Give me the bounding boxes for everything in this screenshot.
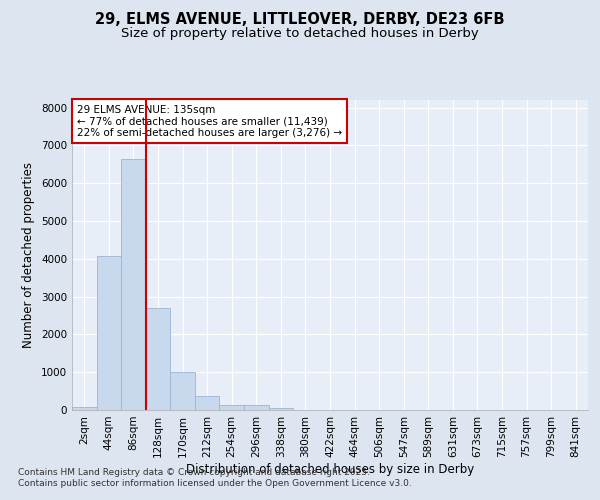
Bar [146,308,170,410]
Bar [244,406,269,410]
Bar [72,408,97,410]
Text: 29 ELMS AVENUE: 135sqm
← 77% of detached houses are smaller (11,439)
22% of semi: 29 ELMS AVENUE: 135sqm ← 77% of detached… [77,104,342,138]
Bar [121,158,146,410]
Bar [269,408,293,410]
Bar [170,372,195,410]
Text: Contains HM Land Registry data © Crown copyright and database right 2025.
Contai: Contains HM Land Registry data © Crown c… [18,468,412,487]
X-axis label: Distribution of detached houses by size in Derby: Distribution of detached houses by size … [186,462,474,475]
Bar [220,405,244,410]
Y-axis label: Number of detached properties: Number of detached properties [22,162,35,348]
Bar [195,396,220,410]
Text: Size of property relative to detached houses in Derby: Size of property relative to detached ho… [121,28,479,40]
Bar [97,256,121,410]
Text: 29, ELMS AVENUE, LITTLEOVER, DERBY, DE23 6FB: 29, ELMS AVENUE, LITTLEOVER, DERBY, DE23… [95,12,505,28]
